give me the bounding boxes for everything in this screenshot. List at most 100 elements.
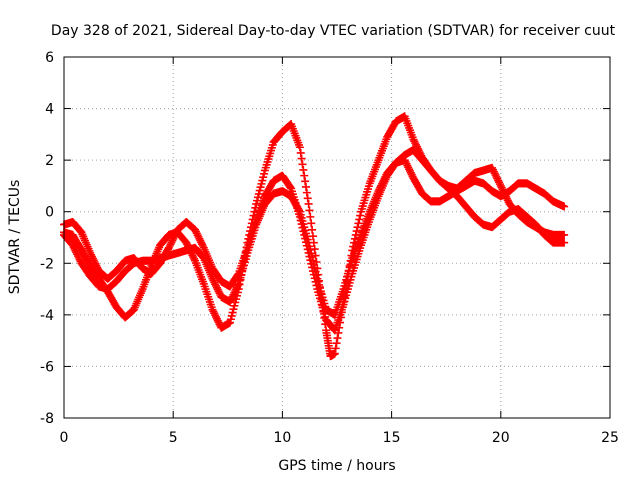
interp-marker: [212, 314, 221, 323]
y-axis-ticks: -8 -6 -4 -2 0 2 4 6: [40, 50, 610, 427]
interp-marker: [72, 248, 81, 257]
x-tick-label: 15: [383, 430, 401, 446]
interp-marker: [406, 168, 415, 177]
data-point: [208, 274, 217, 283]
data-point: [164, 243, 173, 252]
data-point: [560, 230, 569, 239]
interp-marker: [210, 278, 219, 287]
series-track-3: [60, 156, 569, 319]
interp-marker: [411, 139, 420, 148]
data-point: [225, 297, 234, 306]
interp-marker: [308, 253, 317, 262]
y-tick-label: -4: [40, 308, 54, 324]
interp-marker: [380, 174, 389, 183]
interp-marker: [404, 163, 413, 172]
interp-marker: [309, 260, 318, 269]
interp-marker: [301, 177, 310, 186]
x-tick-label: 0: [60, 430, 69, 446]
interp-marker: [494, 176, 503, 185]
interp-marker: [190, 254, 199, 263]
interp-marker: [70, 244, 79, 253]
x-tick-label: 5: [169, 430, 178, 446]
interp-marker: [311, 267, 320, 276]
interp-marker: [169, 234, 178, 243]
interp-marker: [379, 176, 388, 185]
interp-marker: [198, 242, 207, 251]
y-tick-label: 6: [45, 50, 54, 66]
interp-marker: [296, 148, 305, 157]
interp-marker: [193, 231, 202, 240]
interp-marker: [73, 252, 82, 261]
interp-marker: [306, 245, 315, 254]
x-tick-label: 25: [601, 430, 619, 446]
data-point: [409, 135, 418, 144]
interp-marker: [196, 236, 205, 245]
plot-frame: [63, 56, 611, 419]
interp-marker: [167, 238, 176, 247]
data-point: [304, 199, 313, 208]
interp-marker: [170, 232, 179, 241]
chart-title: Day 328 of 2021, Sidereal Day-to-day VTE…: [51, 23, 616, 39]
data-point: [560, 202, 569, 211]
interp-marker: [355, 215, 364, 224]
interp-marker: [226, 296, 235, 305]
y-axis-label: SDTVAR / TECUs: [7, 180, 23, 295]
interp-marker: [410, 137, 419, 146]
interp-marker: [305, 206, 314, 215]
interp-marker: [286, 183, 295, 192]
y-tick-label: -2: [40, 256, 54, 272]
interp-marker: [497, 183, 506, 192]
data-point: [208, 305, 217, 314]
interp-marker: [490, 169, 499, 178]
data-point: [496, 181, 505, 190]
interp-marker: [329, 325, 338, 334]
interp-marker: [407, 170, 416, 179]
interp-marker: [294, 206, 303, 215]
interp-marker: [166, 240, 175, 249]
interp-marker: [87, 252, 96, 261]
interp-marker: [312, 271, 321, 280]
interp-marker: [194, 232, 203, 241]
interp-marker: [93, 263, 102, 272]
interp-marker: [381, 172, 390, 181]
interp-marker: [165, 242, 174, 251]
interp-marker: [302, 188, 311, 197]
interp-marker: [377, 181, 386, 190]
interp-marker: [495, 180, 504, 189]
interp-marker: [403, 161, 412, 170]
y-tick-label: 2: [45, 153, 54, 169]
interp-marker: [69, 243, 78, 252]
interp-marker: [232, 285, 241, 294]
interp-marker: [192, 229, 201, 238]
data-point: [295, 143, 304, 152]
interp-marker: [213, 316, 222, 325]
interp-marker: [378, 178, 387, 187]
interp-marker: [333, 334, 342, 343]
interp-marker: [228, 292, 237, 301]
interp-marker: [195, 234, 204, 243]
x-tick-label: 20: [492, 430, 510, 446]
y-tick-label: 0: [45, 205, 54, 221]
interp-marker: [401, 157, 410, 166]
interp-marker: [73, 250, 82, 259]
interp-marker: [90, 257, 99, 266]
data-point: [68, 241, 77, 250]
interp-marker: [87, 250, 96, 259]
interp-marker: [493, 174, 502, 183]
grid-lines: [64, 57, 610, 418]
interp-marker: [230, 288, 239, 297]
data-point: [304, 238, 313, 247]
data-point: [560, 238, 569, 247]
interp-marker: [356, 211, 365, 220]
interp-marker: [306, 212, 315, 221]
interp-marker: [168, 236, 177, 245]
y-tick-label: 4: [45, 102, 54, 118]
interp-marker: [92, 261, 101, 270]
interp-marker: [231, 287, 240, 296]
data-point: [182, 238, 191, 247]
interp-marker: [233, 281, 242, 290]
data-point: [330, 349, 339, 358]
interp-marker: [232, 283, 241, 292]
interp-marker: [212, 281, 221, 290]
